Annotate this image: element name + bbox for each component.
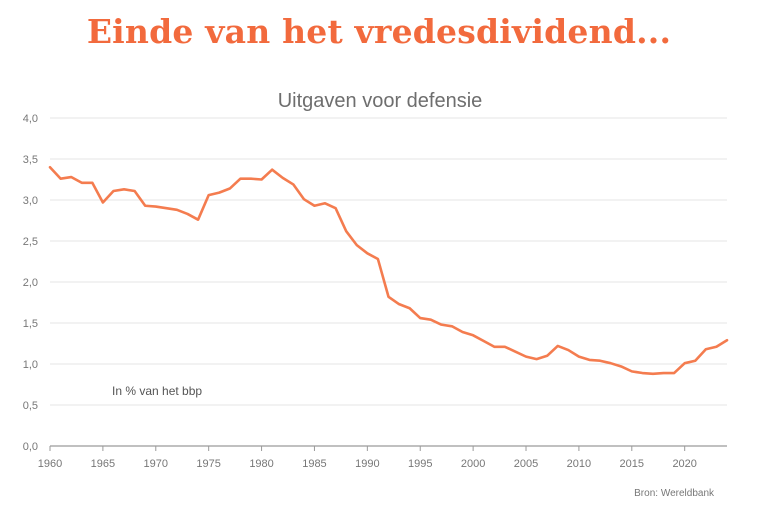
x-axis: 1960 1965 1970 1975 1980 1985 1990 1995 2000 2005…	[38, 446, 697, 470]
chart-title: Uitgaven voor defensie	[278, 90, 483, 112]
x-tick-label: 1965	[91, 458, 115, 470]
y-tick-label: 1,0	[23, 359, 38, 371]
headline: Einde van het vredesdividend...	[86, 12, 672, 51]
y-tick-label: 3,0	[23, 195, 38, 207]
gridlines	[50, 117, 727, 447]
x-tick-label: 1990	[355, 458, 379, 470]
x-tick-label: 1995	[408, 458, 432, 470]
series-line	[48, 165, 729, 376]
y-axis: 0,0 0,5 1,0 1,5 2,0 2,5 3,0 3,5 4,0	[23, 113, 38, 453]
x-tick-label: 2005	[514, 458, 538, 470]
unit-annotation: In % van het bbp	[112, 384, 202, 398]
x-tick-label: 2020	[672, 458, 696, 470]
x-tick-label: 1960	[38, 458, 62, 470]
y-tick-label: 1,5	[23, 318, 38, 330]
x-tick-label: 1975	[196, 458, 220, 470]
x-tick-label: 1985	[302, 458, 326, 470]
x-tick-label: 2000	[461, 458, 485, 470]
x-tick-label: 1970	[144, 458, 168, 470]
y-tick-label: 3,5	[23, 154, 38, 166]
x-tick-label: 2010	[567, 458, 591, 470]
y-tick-label: 2,5	[23, 236, 38, 248]
y-tick-label: 2,0	[23, 277, 38, 289]
source-label: Bron: Wereldbank	[634, 488, 715, 499]
y-tick-label: 0,5	[23, 400, 38, 412]
x-tick-label: 1980	[249, 458, 273, 470]
y-tick-label: 4,0	[23, 113, 38, 125]
y-tick-label: 0,0	[23, 441, 38, 453]
x-tick-label: 2015	[620, 458, 644, 470]
